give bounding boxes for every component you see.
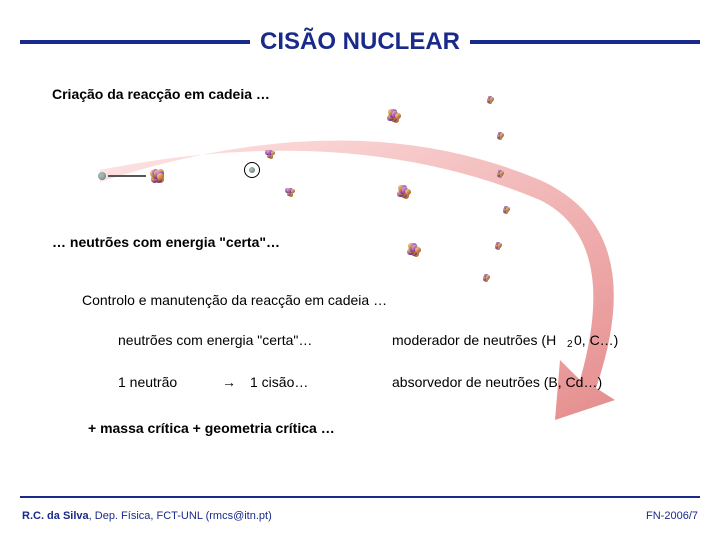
nucleus [492,240,504,252]
fission-diagram [0,0,720,540]
neutron-path-arrow [108,175,146,177]
footer-code: FN-2006/7 [646,510,698,522]
nucleus [484,94,496,106]
nucleus [384,106,404,126]
footer-author: R.C. da Silva, Dep. Física, FCT-UNL (rmc… [22,510,272,522]
nucleus [480,272,492,284]
nucleus [404,240,424,260]
nucleus [494,168,506,180]
footer-divider [20,496,700,498]
free-neutron [98,172,106,180]
nucleus [500,204,512,216]
nucleus [283,185,297,199]
nucleus [147,165,169,187]
highlighted-neutron [249,167,255,173]
footer-author-name: R.C. da Silva [22,510,89,522]
nucleus [394,182,414,202]
nucleus [494,130,506,142]
footer-author-rest: , Dep. Física, FCT-UNL (rmcs@itn.pt) [89,510,272,522]
nucleus [263,147,277,161]
